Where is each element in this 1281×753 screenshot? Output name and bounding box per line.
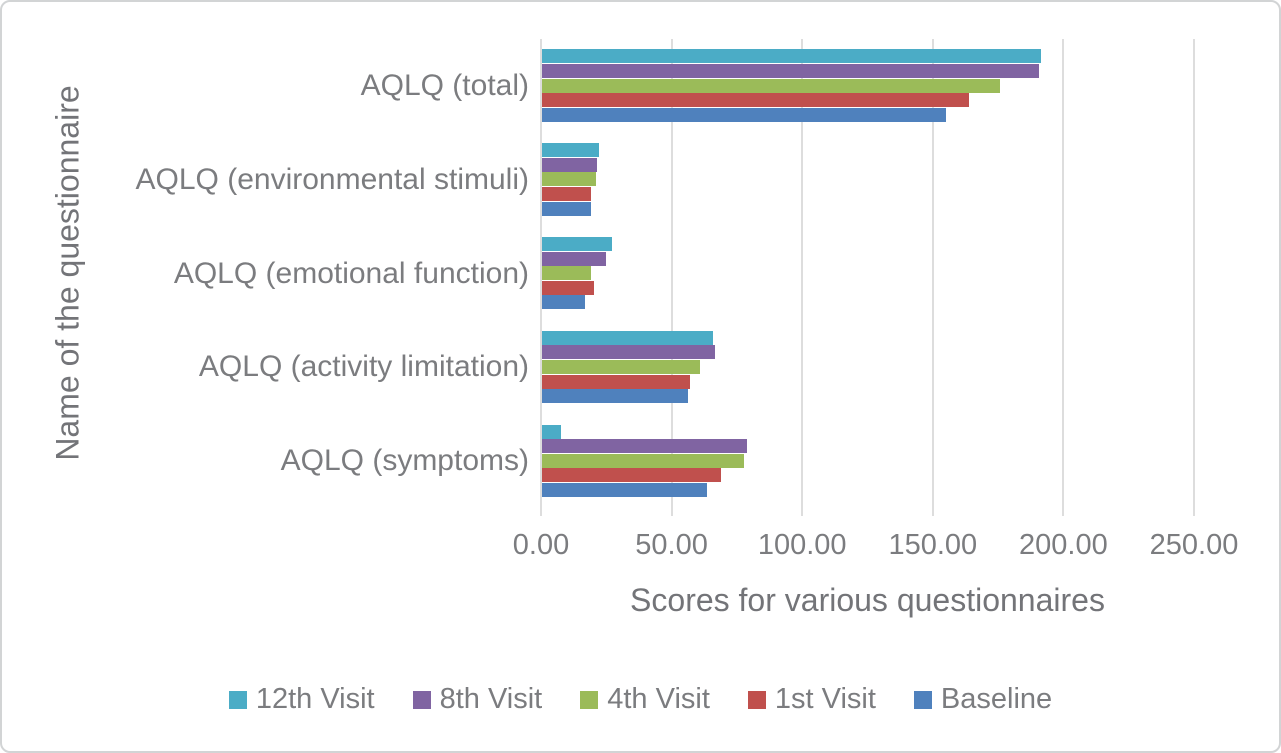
- bar-12th-visit: [542, 49, 1041, 64]
- bar-4th-visit: [542, 453, 744, 468]
- x-tick-label: 50.00: [635, 529, 708, 561]
- legend-item: 1st Visit: [747, 683, 876, 716]
- legend-label: 4th Visit: [607, 683, 710, 715]
- legend-swatch-icon: [580, 690, 599, 709]
- category-label: AQLQ (environmental stimuli): [135, 162, 529, 196]
- x-tick-label: 200.00: [1019, 529, 1108, 561]
- legend-label: 12th Visit: [255, 683, 375, 715]
- bar-baseline: [542, 389, 688, 404]
- category-label: AQLQ (total): [360, 68, 529, 102]
- bar-1st-visit: [542, 280, 594, 295]
- legend-item: 8th Visit: [412, 683, 543, 716]
- x-tick-label: 100.00: [757, 529, 847, 561]
- bar-12th-visit: [542, 330, 714, 345]
- bar-8th-visit: [542, 251, 607, 266]
- category-label: AQLQ (activity limitation): [198, 350, 529, 384]
- bar-4th-visit: [542, 172, 597, 187]
- bar-baseline: [542, 295, 585, 310]
- legend-label: 1st Visit: [774, 683, 876, 715]
- legend-swatch-icon: [747, 690, 766, 709]
- legend-label: Baseline: [940, 683, 1053, 715]
- gridline: [670, 39, 673, 516]
- bar-1st-visit: [542, 93, 969, 108]
- bar-baseline: [542, 107, 946, 122]
- bar-8th-visit: [542, 345, 716, 360]
- category-label: AQLQ (symptoms): [280, 444, 529, 478]
- legend-item: 4th Visit: [580, 683, 710, 716]
- gridline: [931, 39, 934, 516]
- bar-8th-visit: [542, 64, 1039, 78]
- gridline: [540, 39, 542, 516]
- bar-12th-visit: [542, 424, 562, 439]
- bar-4th-visit: [542, 360, 701, 374]
- bar-12th-visit: [542, 237, 613, 251]
- legend-swatch-icon: [913, 690, 932, 709]
- legend-swatch-icon: [412, 690, 431, 709]
- gridline: [801, 39, 804, 516]
- bar-4th-visit: [542, 266, 591, 281]
- x-tick-label: 150.00: [888, 529, 978, 561]
- bar-1st-visit: [542, 468, 722, 483]
- legend-label: 8th Visit: [439, 683, 543, 715]
- legend-swatch-icon: [228, 690, 247, 709]
- legend-item: Baseline: [913, 683, 1053, 716]
- bar-1st-visit: [542, 374, 690, 389]
- bar-8th-visit: [542, 439, 748, 454]
- bar-4th-visit: [542, 78, 1001, 93]
- x-tick-label: 0.00: [512, 529, 570, 561]
- bar-baseline: [542, 201, 592, 216]
- gridline: [1193, 39, 1195, 516]
- bar-1st-visit: [542, 187, 592, 201]
- bar-8th-visit: [542, 157, 598, 172]
- plot-area: [540, 39, 1195, 516]
- category-label: AQLQ (emotional function): [173, 256, 529, 290]
- bar-12th-visit: [542, 143, 600, 158]
- legend-item: 12th Visit: [228, 683, 375, 716]
- gridline: [1062, 39, 1065, 516]
- bar-baseline: [542, 483, 708, 497]
- x-tick-label: 250.00: [1149, 529, 1239, 561]
- x-axis-title: Scores for various questionnaires: [630, 582, 1105, 618]
- legend: 12th Visit 8th Visit 4th Visit 1st Visit Bas…: [2, 683, 1279, 716]
